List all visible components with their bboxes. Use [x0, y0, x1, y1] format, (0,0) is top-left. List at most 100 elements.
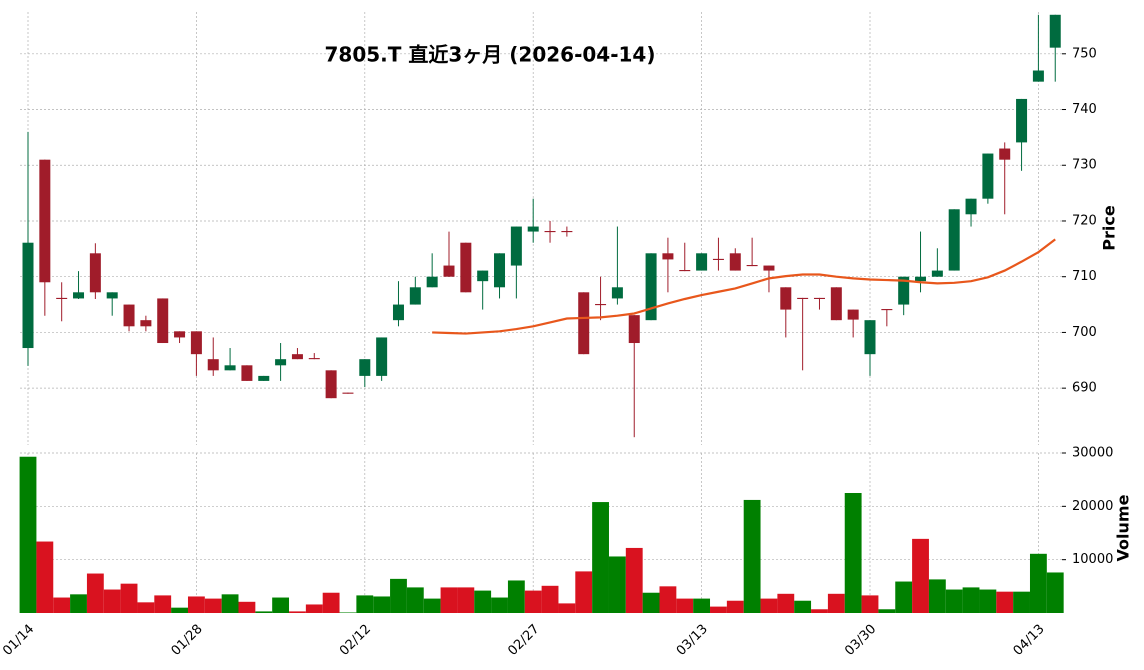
candle-body: [174, 331, 186, 338]
volume-bar: [743, 499, 761, 613]
volume-bar: [895, 581, 913, 613]
candle-body: [679, 270, 691, 272]
candle-body: [561, 231, 573, 233]
volume-bar: [811, 609, 828, 613]
volume-bar: [777, 593, 795, 613]
volume-bar: [693, 598, 711, 613]
candle-body: [157, 298, 169, 344]
candle-body: [965, 198, 977, 215]
volume-bar: [642, 592, 660, 613]
volume-bar: [474, 590, 492, 613]
y-tick-label: 700: [1072, 325, 1097, 340]
candle-body: [813, 297, 825, 299]
candle-body: [89, 253, 101, 293]
volume-bar: [827, 593, 845, 613]
candle-body: [948, 209, 960, 271]
volume-bar: [19, 456, 37, 613]
volume-bar: [625, 547, 643, 613]
volume-bar: [406, 587, 424, 613]
candle-body: [510, 226, 522, 266]
volume-bar: [221, 594, 239, 613]
volume-bar: [844, 493, 862, 613]
volume-bar: [70, 594, 87, 613]
candle-body: [578, 292, 590, 355]
candle-body: [359, 359, 371, 376]
y-tick-label: 750: [1072, 46, 1097, 61]
candle-body: [241, 365, 253, 381]
candle-body: [443, 265, 455, 277]
volume-bar: [945, 589, 963, 613]
y-tick-label: 730: [1072, 158, 1097, 173]
candle-body: [729, 253, 741, 271]
x-tick-label: 03/13: [674, 622, 711, 659]
volume-bar: [507, 580, 525, 613]
volume-bar: [289, 611, 306, 613]
volume-bar: [1013, 591, 1030, 613]
chart-title: 7805.T 直近3ヶ月 (2026-04-14): [325, 43, 656, 67]
volume-bar: [255, 611, 273, 613]
candle-body: [392, 304, 404, 321]
volume-bar: [676, 598, 694, 613]
candle-body: [106, 292, 118, 299]
candle-body: [898, 276, 910, 305]
y-tick-label: 20000: [1072, 499, 1113, 514]
volume-bar: [1046, 572, 1064, 613]
volume-bar: [120, 583, 138, 613]
volume-bar: [861, 595, 879, 613]
volume-bar: [794, 600, 812, 613]
volume-bar: [356, 595, 374, 613]
volume-bar: [760, 598, 778, 613]
volume-bar: [423, 598, 441, 613]
candle-body: [628, 315, 640, 344]
candle-body: [915, 276, 927, 282]
candle-body: [291, 354, 303, 360]
candle-body: [409, 287, 421, 305]
x-tick-label: 02/12: [337, 622, 374, 659]
volume-bar: [53, 597, 71, 613]
candle-body: [308, 358, 320, 360]
x-tick-label: 01/14: [0, 622, 37, 659]
volume-bar: [878, 609, 896, 613]
candle-body: [712, 258, 724, 260]
volume-bar: [339, 612, 357, 613]
candle-body: [1016, 98, 1028, 143]
volume-bar: [187, 596, 205, 613]
volume-bar: [457, 587, 475, 613]
candle-body: [662, 253, 674, 260]
volume-bar: [305, 604, 323, 613]
candle-body: [999, 148, 1011, 160]
volume-bar: [1029, 553, 1047, 613]
candle-body: [544, 231, 556, 233]
x-tick-label: 02/27: [505, 622, 542, 659]
volume-bar: [541, 585, 559, 613]
volume-bar: [710, 606, 727, 613]
volume-bar: [928, 579, 946, 613]
volume-bar: [558, 603, 576, 613]
candle-body: [645, 253, 657, 321]
y-tick-label: 710: [1072, 269, 1097, 284]
candle-body: [190, 331, 202, 355]
volume-bar: [373, 596, 391, 613]
candle-body: [780, 287, 792, 310]
candle-body: [830, 287, 842, 321]
candle-body: [611, 287, 623, 299]
candle-body: [140, 320, 152, 327]
y-tick-label: 10000: [1072, 552, 1113, 567]
candle-body: [207, 359, 219, 371]
candle-body: [1049, 14, 1061, 48]
volume-bar: [171, 607, 188, 613]
candle-body: [881, 309, 893, 311]
candle-body: [342, 392, 354, 394]
candle-body: [477, 270, 489, 282]
candle-body: [56, 297, 68, 299]
volume-bar: [36, 541, 54, 613]
candle-body: [595, 304, 607, 306]
candle-body: [494, 253, 506, 288]
x-tick-label: 03/30: [842, 622, 879, 659]
volume-bar: [238, 601, 256, 613]
y-tick-label: 690: [1072, 381, 1097, 396]
x-tick-label: 04/13: [1011, 622, 1048, 659]
candle-body: [763, 265, 775, 271]
candle-body: [847, 309, 859, 320]
volume-bar: [137, 602, 155, 613]
